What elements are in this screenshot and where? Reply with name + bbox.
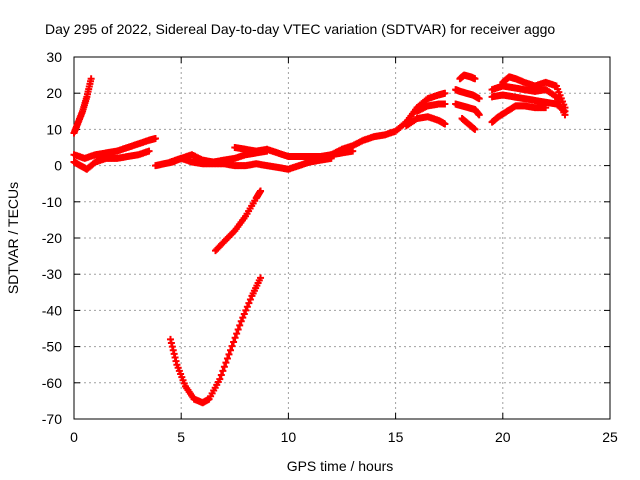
chart-title: Day 295 of 2022, Sidereal Day-to-day VTE… (45, 21, 555, 37)
data-point (222, 359, 230, 367)
data-point (227, 346, 235, 354)
series-arc-8 (166, 274, 265, 407)
data-point (257, 187, 265, 195)
y-tick-label: 0 (54, 158, 62, 174)
data-point (225, 350, 233, 358)
x-tick-label: 5 (177, 429, 185, 445)
y-tick-label: -20 (42, 230, 62, 246)
series-arc-13 (452, 100, 483, 119)
series-arc-12 (452, 86, 483, 103)
series-arc-2 (70, 134, 159, 162)
data-point (245, 299, 253, 307)
series-arc-19 (499, 73, 569, 112)
data-point (561, 104, 569, 112)
x-axis-label: GPS time / hours (287, 458, 394, 474)
data-point (240, 310, 248, 318)
x-tick-label: 25 (602, 429, 618, 445)
data-point (234, 326, 242, 334)
y-tick-label: -60 (42, 375, 62, 391)
data-point (542, 104, 550, 112)
y-tick-label: -70 (42, 411, 62, 427)
data-points (70, 71, 569, 407)
data-point (230, 338, 238, 346)
data-point (217, 371, 225, 379)
y-tick-labels: -70 -60 -50 -40 -30 -20 -10 0 10 20 30 (42, 49, 62, 427)
y-tick-label: -10 (42, 194, 62, 210)
data-point (475, 95, 483, 103)
data-point (151, 134, 159, 142)
series-arc-18 (488, 102, 550, 126)
data-point (471, 75, 479, 83)
y-tick-label: -30 (42, 266, 62, 282)
data-point (145, 147, 153, 155)
data-point (441, 89, 449, 97)
y-tick-label: 20 (46, 85, 62, 101)
axis-ticks (73, 56, 611, 420)
series-arc-15 (458, 115, 479, 133)
data-point (236, 321, 244, 329)
x-tick-label: 0 (70, 429, 78, 445)
series-arc-7 (212, 187, 265, 255)
y-tick-label: 30 (46, 49, 62, 65)
data-point (242, 306, 250, 314)
data-point (87, 75, 95, 83)
series-arc-1 (70, 75, 95, 137)
y-tick-label: -40 (42, 302, 62, 318)
x-tick-label: 15 (388, 429, 404, 445)
data-point (471, 125, 479, 133)
data-point (441, 100, 449, 108)
data-point (220, 363, 228, 371)
series-arc-10 (402, 113, 449, 130)
x-tick-labels: 0 5 10 15 20 25 (70, 429, 618, 445)
series-arc-5 (166, 154, 335, 173)
data-point (233, 330, 241, 338)
series-arc-16 (488, 82, 569, 119)
series-arc-11 (413, 100, 449, 115)
y-axis-label: SDTVAR / TECUs (5, 182, 21, 294)
data-point (257, 274, 265, 282)
y-tick-label: 10 (46, 121, 62, 137)
data-point (475, 111, 483, 119)
series-arc-17 (488, 91, 569, 115)
series-arc-3 (70, 147, 153, 173)
data-point (243, 303, 251, 311)
data-point (246, 296, 254, 304)
series-arc-9 (327, 89, 449, 159)
series-arc-14 (456, 71, 479, 83)
data-point (219, 367, 227, 375)
data-point (231, 334, 239, 342)
x-tick-label: 20 (495, 429, 511, 445)
y-tick-label: -50 (42, 339, 62, 355)
x-tick-label: 10 (281, 429, 297, 445)
data-point (441, 120, 449, 128)
data-point (239, 314, 247, 322)
data-point (228, 342, 236, 350)
data-point (237, 317, 245, 325)
grid (74, 57, 610, 419)
data-point (223, 354, 231, 362)
data-point (216, 375, 224, 383)
